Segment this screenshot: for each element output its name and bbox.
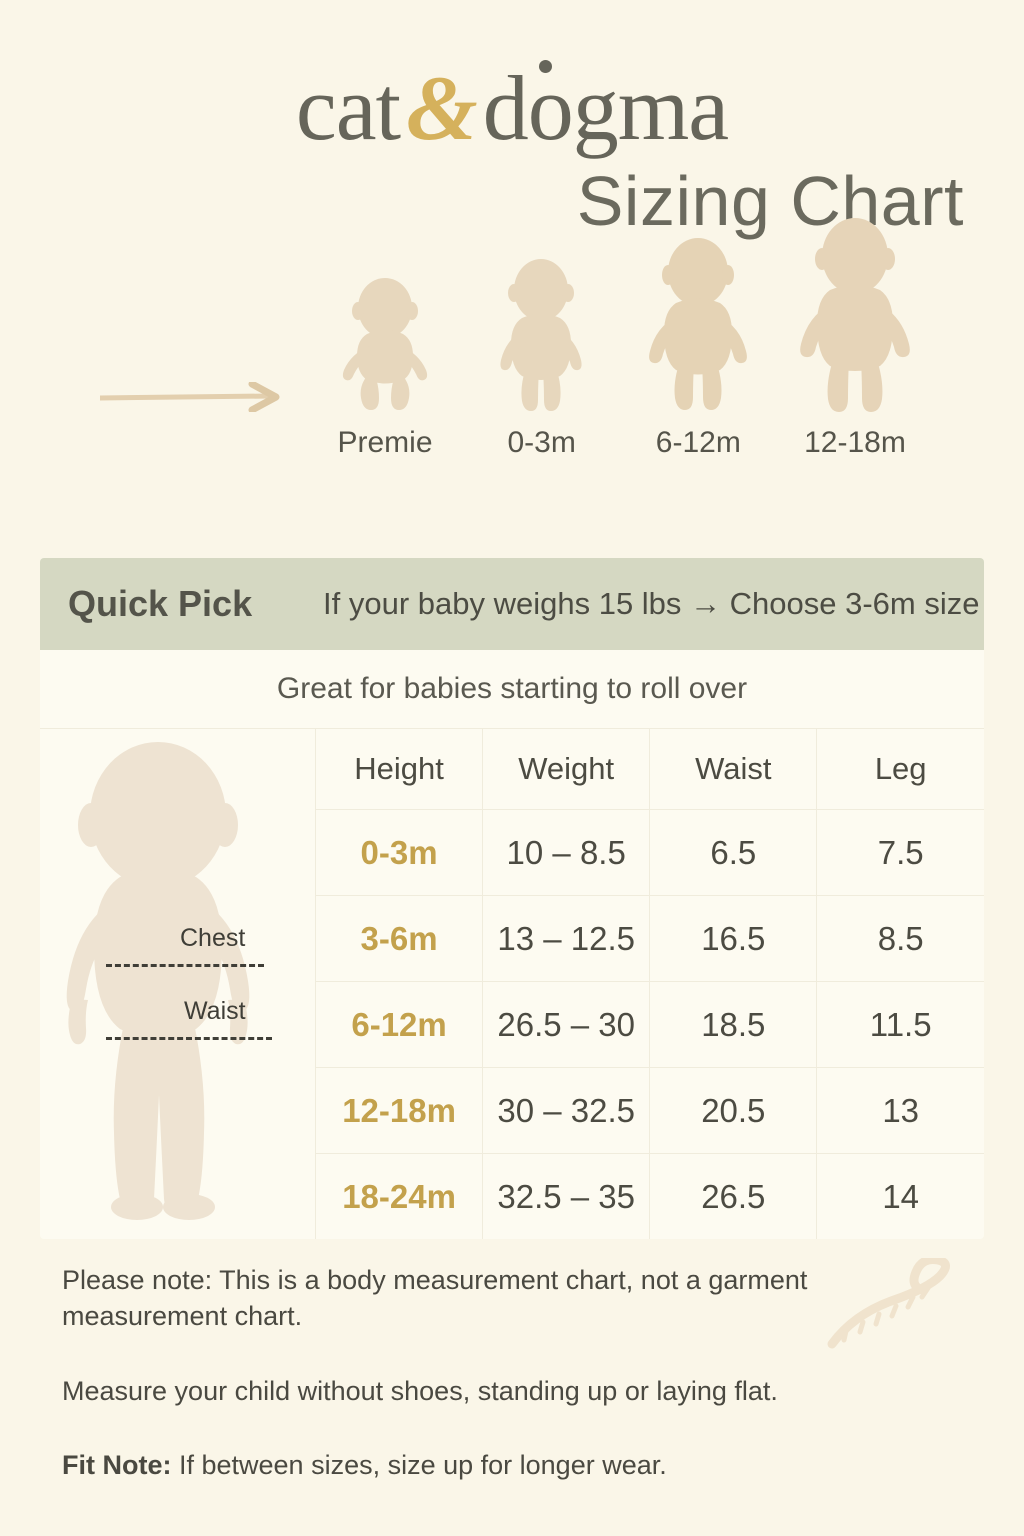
column-header-weight: Weight xyxy=(482,729,650,810)
table-row: 3-6m 13 – 12.5 16.5 8.5 xyxy=(314,895,984,982)
cell-leg: 7.5 xyxy=(816,809,984,896)
brand-ampersand: & xyxy=(406,57,478,159)
stage-label: 0-3m xyxy=(507,426,576,459)
cell-weight: 30 – 32.5 xyxy=(482,1067,650,1154)
note-fit: Fit Note: If between sizes, size up for … xyxy=(62,1447,862,1483)
cell-size: 12-18m xyxy=(314,1067,483,1154)
cell-leg: 13 xyxy=(816,1067,984,1154)
cell-weight: 26.5 – 30 xyxy=(482,981,650,1068)
fit-note-label: Fit Note: xyxy=(62,1450,172,1481)
stage-premie: Premie xyxy=(310,276,460,460)
body-silhouette-icon xyxy=(66,742,250,1220)
cell-waist: 26.5 xyxy=(649,1153,817,1239)
arrow-right-icon xyxy=(100,382,280,412)
chest-label: Chest xyxy=(180,924,246,952)
waist-measure-line xyxy=(106,1037,272,1040)
quick-pick-banner: Quick Pick If your baby weighs 15 lbs → … xyxy=(40,558,984,650)
stage-label: Premie xyxy=(337,426,433,459)
brand-part-gma: gma xyxy=(572,57,729,159)
chest-measure-line xyxy=(106,964,264,967)
stage-0-3m: 0-3m xyxy=(467,256,617,460)
stage-6-12m: 6-12m xyxy=(623,236,773,460)
cell-waist: 20.5 xyxy=(649,1067,817,1154)
measuring-tape-icon xyxy=(827,1258,950,1349)
cell-weight: 10 – 8.5 xyxy=(482,809,650,896)
stage-label: 6-12m xyxy=(655,426,741,459)
growth-strip: Premie 0-3m xyxy=(0,218,1024,510)
quick-pick-text: If your baby weighs 15 lbs → Choose 3-6m… xyxy=(323,586,980,621)
note-body-measurement: Please note: This is a body measurement … xyxy=(62,1265,808,1332)
table-row: 18-24m 32.5 – 35 26.5 14 xyxy=(314,1153,984,1239)
stage-12-18m: 12-18m xyxy=(780,216,930,460)
footer-notes: Please note: This is a body measurement … xyxy=(62,1262,862,1522)
brand-part-cat: cat xyxy=(295,57,401,159)
column-header-waist: Waist xyxy=(649,729,817,810)
table-row: 12-18m 30 – 32.5 20.5 13 xyxy=(314,1067,984,1154)
baby-silhouette-0-3m xyxy=(500,259,582,411)
measurement-table: Height Weight Waist Leg 0-3m 10 – 8.5 6.… xyxy=(314,729,984,1239)
fit-note-text: If between sizes, size up for longer wea… xyxy=(171,1450,667,1481)
baby-silhouette-premie xyxy=(342,278,428,410)
cell-waist: 6.5 xyxy=(649,809,817,896)
table-row: 6-12m 26.5 – 30 18.5 11.5 xyxy=(314,981,984,1068)
brand-logo: cat&dogma xyxy=(0,0,1024,154)
note-measure-instructions: Measure your child without shoes, standi… xyxy=(62,1375,778,1406)
brand-part-o: o xyxy=(527,57,574,159)
stage-label: 12-18m xyxy=(804,426,906,459)
cell-leg: 14 xyxy=(816,1153,984,1239)
cell-size: 6-12m xyxy=(314,981,483,1068)
cell-weight: 13 – 12.5 xyxy=(482,895,650,982)
quick-pick-subnote: Great for babies starting to roll over xyxy=(40,650,984,729)
body-diagram: Chest Waist xyxy=(40,729,315,1239)
table-row: 0-3m 10 – 8.5 6.5 7.5 xyxy=(314,809,984,896)
baby-silhouette-6-12m xyxy=(649,238,748,410)
cell-size: 3-6m xyxy=(314,895,483,982)
page-title: Sizing Chart xyxy=(576,162,964,240)
cell-waist: 18.5 xyxy=(649,981,817,1068)
baby-silhouette-12-18m xyxy=(800,218,910,412)
quick-pick-label: Quick Pick xyxy=(68,583,253,624)
cell-leg: 8.5 xyxy=(816,895,984,982)
cell-weight: 32.5 – 35 xyxy=(482,1153,650,1239)
cell-waist: 16.5 xyxy=(649,895,817,982)
cell-size: 18-24m xyxy=(314,1153,483,1239)
column-header-height: Height xyxy=(314,729,483,810)
measurement-table-area: Chest Waist Height Weight Waist Leg 0-3m… xyxy=(40,729,984,1239)
brand-part-d: d xyxy=(482,57,529,159)
baby-silhouette-row: Premie 0-3m xyxy=(310,218,930,460)
column-header-leg: Leg xyxy=(816,729,984,810)
cell-leg: 11.5 xyxy=(816,981,984,1068)
cell-size: 0-3m xyxy=(314,809,483,896)
waist-label: Waist xyxy=(184,997,246,1025)
table-header-row: Height Weight Waist Leg xyxy=(314,729,984,810)
sizing-card: Quick Pick If your baby weighs 15 lbs → … xyxy=(40,558,984,1239)
